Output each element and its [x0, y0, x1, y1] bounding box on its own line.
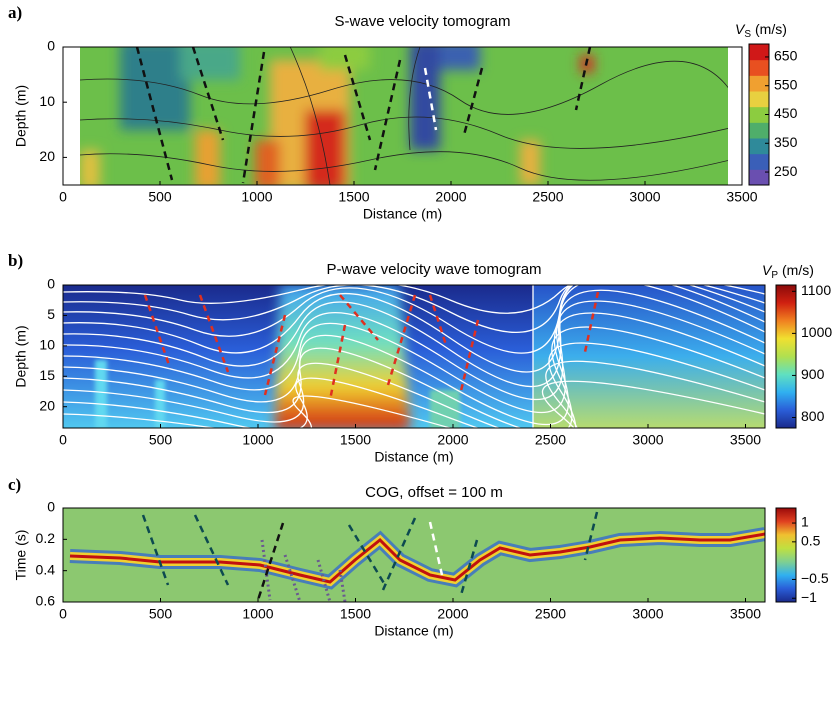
x-tick-label: 0	[59, 432, 67, 448]
x-tick-label: 2000	[437, 606, 468, 622]
x-tick-label: 3000	[632, 432, 663, 448]
x-tick-label: 1000	[241, 189, 272, 205]
colorbar-tick-label: 450	[774, 105, 798, 121]
x-tick-label: 3000	[632, 606, 663, 622]
y-tick-label: 0.6	[36, 593, 56, 609]
heatmap-b	[63, 285, 765, 428]
colorbar-frame	[775, 507, 797, 603]
colorbar-tick-label: 250	[774, 163, 798, 179]
x-tick-label: 3500	[730, 606, 761, 622]
y-axis-label: Time (s)	[13, 530, 29, 581]
colorbar-band	[749, 122, 769, 139]
colorbar-label: VS (m/s)	[735, 21, 787, 40]
y-tick-label: 0.2	[36, 530, 56, 546]
colorbar-unit: (m/s)	[755, 21, 787, 37]
x-tick-label: 1000	[242, 432, 273, 448]
panel-label: b)	[8, 251, 23, 270]
colorbar-tick-label: 0.5	[801, 533, 821, 549]
panel-label: a)	[8, 3, 22, 22]
x-tick-label: 1000	[242, 606, 273, 622]
chart-title: COG, offset = 100 m	[365, 484, 503, 501]
colorbar-symbol: V	[735, 21, 746, 37]
x-tick-label: 500	[149, 432, 173, 448]
x-tick-label: 1500	[338, 189, 369, 205]
colorbar-label: VP (m/s)	[762, 262, 814, 281]
y-tick-label: 0	[47, 499, 55, 515]
y-tick-label: 10	[39, 93, 55, 109]
colorbar-tick-label: 900	[801, 366, 825, 382]
colorbar-tick-label: 1100	[801, 282, 831, 298]
plot-frame	[62, 284, 766, 429]
colorbar-tick-label: 350	[774, 134, 798, 150]
x-tick-label: 500	[148, 189, 172, 205]
colorbar	[776, 508, 796, 602]
y-tick-label: 20	[39, 148, 55, 164]
x-axis-label: Distance (m)	[374, 623, 453, 639]
colorbar-band	[749, 153, 769, 170]
x-tick-label: 2000	[435, 189, 466, 205]
y-tick-label: 15	[39, 367, 55, 383]
colorbar-band	[749, 59, 769, 76]
y-tick-label: 0	[47, 276, 55, 292]
colorbar-frame	[775, 284, 797, 429]
y-tick-label: 20	[39, 397, 55, 413]
y-tick-label: 0	[47, 38, 55, 54]
x-tick-label: 2500	[535, 606, 566, 622]
plot-frame	[62, 46, 743, 186]
y-tick-label: 10	[39, 337, 55, 353]
colorbar-tick-label: 650	[774, 48, 798, 64]
y-tick-label: 0.4	[36, 561, 56, 577]
heatmap-a	[80, 47, 728, 185]
x-tick-label: 3000	[629, 189, 660, 205]
x-tick-label: 1500	[340, 432, 371, 448]
x-tick-label: 2500	[532, 189, 563, 205]
x-axis-label: Distance (m)	[374, 449, 453, 465]
colorbar-band	[749, 91, 769, 108]
panel-label: c)	[8, 475, 21, 494]
colorbar-band	[749, 169, 769, 186]
chart-title: P-wave velocity wave tomogram	[326, 261, 541, 278]
colorbar-tick-label: −1	[801, 589, 817, 605]
colorbar-tick-label: 800	[801, 408, 825, 424]
x-tick-label: 0	[59, 606, 67, 622]
colorbar-tick-label: 550	[774, 76, 798, 92]
x-axis-label: Distance (m)	[363, 206, 442, 222]
x-tick-label: 3500	[730, 432, 761, 448]
colorbar-subscript: S	[744, 29, 751, 40]
colorbar-tick-label: 1000	[801, 324, 832, 340]
plot-frame	[62, 507, 766, 603]
heatmap-c	[63, 508, 765, 602]
y-axis-label: Depth (m)	[13, 85, 29, 147]
colorbar	[776, 285, 796, 428]
x-tick-label: 1500	[340, 606, 371, 622]
chart-title: S-wave velocity tomogram	[335, 13, 511, 30]
x-tick-label: 500	[149, 606, 173, 622]
colorbar-band	[749, 106, 769, 123]
colorbar-band	[749, 44, 769, 61]
y-axis-label: Depth (m)	[13, 325, 29, 387]
x-tick-label: 2000	[437, 432, 468, 448]
y-tick-label: 5	[47, 306, 55, 322]
colorbar-band	[749, 138, 769, 155]
colorbar-band	[749, 75, 769, 92]
x-tick-label: 0	[59, 189, 67, 205]
colorbar-tick-label: −0.5	[801, 570, 829, 586]
colorbar-subscript: P	[771, 270, 778, 281]
colorbar-unit: (m/s)	[782, 262, 814, 278]
colorbar-symbol: V	[762, 262, 773, 278]
x-tick-label: 3500	[726, 189, 757, 205]
x-tick-label: 2500	[535, 432, 566, 448]
colorbar-tick-label: 1	[801, 514, 809, 530]
